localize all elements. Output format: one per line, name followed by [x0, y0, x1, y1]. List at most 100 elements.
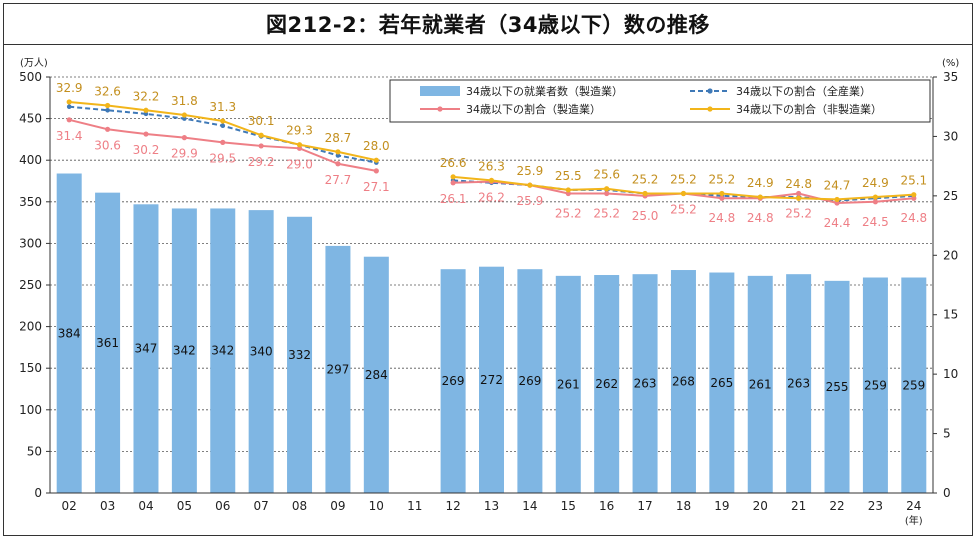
legend-box: [389, 79, 931, 123]
x-tick-label: 23: [868, 499, 883, 513]
x-tick-label: 24: [906, 499, 921, 513]
y-right-unit: (%): [942, 58, 959, 69]
series-point: [220, 123, 226, 129]
mfg-value-label: 25.2: [593, 206, 620, 220]
series-point: [335, 153, 341, 158]
nonmfg-value-label: 25.2: [670, 172, 697, 186]
series-point: [143, 111, 149, 117]
series-point: [488, 177, 495, 184]
bar: [517, 269, 543, 493]
bar-value-label: 342: [173, 344, 196, 358]
x-tick-label: 10: [369, 499, 384, 513]
bar-value-label: 342: [211, 344, 234, 358]
bar: [325, 245, 351, 493]
y-left-tick-label: 350: [19, 195, 42, 209]
bar-value-label: 261: [557, 377, 580, 391]
series-point: [104, 126, 111, 132]
bar-value-label: 284: [365, 368, 388, 382]
mfg-value-label: 27.1: [363, 180, 390, 194]
bar-value-label: 347: [135, 342, 158, 356]
data-labels-group: 384 361 347 342 342 340 332 297 284 269 272 269 261 2…: [56, 81, 927, 394]
x-tick-label: 12: [445, 499, 460, 513]
bar-value-label: 384: [58, 326, 81, 340]
series-point: [911, 195, 917, 201]
mfg-value-label: 25.2: [555, 206, 582, 220]
y-left-tick-label: 250: [19, 278, 42, 292]
series-point: [143, 107, 149, 113]
mfg-value-label: 31.4: [56, 129, 83, 143]
nonmfg-value-label: 32.2: [133, 89, 160, 103]
mfg-value-label: 25.2: [670, 202, 697, 216]
series-point: [450, 180, 456, 186]
series-point: [220, 118, 226, 124]
series-point: [181, 112, 187, 118]
legend-label: 34歳以下の割合（全産業）: [736, 84, 871, 98]
series-point: [143, 131, 149, 137]
y-left-tick-label: 400: [19, 153, 42, 167]
bar-value-label: 269: [518, 374, 541, 388]
mfg-value-label: 24.8: [900, 211, 927, 225]
x-tick-label: 09: [330, 499, 345, 513]
x-tick-label: 05: [177, 499, 192, 513]
bar: [95, 192, 121, 493]
bar-value-label: 269: [442, 374, 465, 388]
nonmfg-value-label: 26.3: [478, 159, 505, 173]
bar-value-label: 340: [250, 345, 273, 359]
bar-value-label: 263: [787, 377, 810, 391]
bar-value-label: 297: [326, 362, 349, 376]
lines-group: [66, 99, 917, 206]
mfg-value-label: 24.4: [824, 216, 851, 230]
series-point: [450, 174, 456, 180]
y-right-tick-label: 0: [943, 486, 951, 500]
series-point: [104, 102, 111, 109]
bar: [670, 270, 696, 493]
nonmfg-value-label: 24.7: [824, 178, 851, 192]
nonmfg-value-label: 24.8: [785, 177, 812, 191]
bar: [287, 216, 313, 493]
series-point: [604, 190, 610, 197]
x-tick-label: 06: [215, 499, 230, 513]
nonmfg-value-label: 31.3: [209, 100, 236, 114]
series-point: [258, 143, 264, 149]
bar: [824, 280, 850, 493]
legend-swatch-marker: [707, 88, 713, 94]
series-point: [796, 195, 802, 201]
bar: [479, 266, 504, 493]
x-tick-label: 07: [254, 499, 269, 513]
bar-value-label: 262: [595, 377, 618, 391]
series-point: [258, 132, 264, 138]
series-point: [872, 199, 879, 205]
series-point: [373, 168, 379, 174]
nonmfg-value-label: 25.2: [632, 172, 659, 186]
x-tick-label: 13: [484, 499, 499, 513]
legend-swatch-marker: [707, 106, 713, 112]
series-point: [565, 190, 571, 197]
mfg-value-label: 26.1: [440, 192, 467, 206]
series-point: [182, 116, 187, 121]
y-right-tick-label: 5: [943, 427, 951, 441]
x-tick-label: 18: [676, 499, 691, 513]
bar: [901, 277, 927, 493]
chart-title: 図212-2：若年就業者（34歳以下）数の推移: [266, 13, 710, 37]
legend-label: 34歳以下の就業者数（製造業）: [466, 84, 623, 98]
y-left-tick-label: 0: [34, 486, 42, 500]
x-tick-label: 14: [522, 499, 537, 513]
y-right-tick-label: 25: [943, 189, 958, 203]
series-point: [719, 195, 725, 201]
nonmfg-value-label: 25.2: [708, 172, 735, 186]
series-point: [565, 187, 571, 193]
bar: [248, 210, 274, 493]
nonmfg-value-label: 25.6: [593, 168, 620, 182]
y-left-tick-label: 500: [19, 70, 42, 84]
mfg-value-label: 30.2: [133, 143, 160, 157]
x-tick-label: 20: [753, 499, 768, 513]
y-left-tick-label: 100: [19, 403, 42, 417]
series-point: [911, 192, 917, 198]
bar: [747, 275, 773, 493]
nonmfg-value-label: 26.6: [440, 156, 467, 170]
y-right-tick-label: 35: [943, 70, 958, 84]
series-point: [757, 194, 763, 200]
mfg-value-label: 24.8: [747, 211, 774, 225]
y-left-tick-label: 200: [19, 320, 42, 334]
